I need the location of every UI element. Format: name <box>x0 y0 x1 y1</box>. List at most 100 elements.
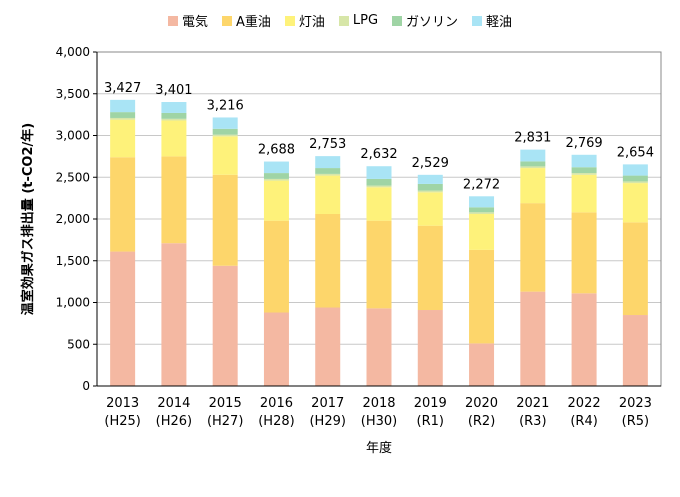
x-tick-label: 2022 <box>568 396 601 411</box>
legend-swatch <box>221 15 232 26</box>
x-tick-sublabel: (H26) <box>156 414 192 429</box>
y-tick-label: 1,000 <box>56 296 90 310</box>
bar-segment <box>161 243 187 386</box>
bar-segment <box>622 183 648 223</box>
bar-segment <box>622 181 648 184</box>
total-label: 2,529 <box>412 156 449 171</box>
total-label: 2,654 <box>617 145 654 160</box>
legend-swatch <box>338 15 349 26</box>
total-label: 2,632 <box>360 147 397 162</box>
bar-segment <box>469 343 495 386</box>
total-label: 2,769 <box>565 136 602 151</box>
bar-segment <box>161 112 187 119</box>
bar-segment <box>315 307 341 386</box>
legend-item: 軽油 <box>472 11 512 30</box>
bar-segment <box>212 128 238 135</box>
bar-segment <box>571 293 597 386</box>
bar-segment <box>366 220 392 309</box>
bar-segment <box>263 312 289 386</box>
x-tick-label: 2019 <box>414 396 447 411</box>
total-label: 2,831 <box>514 131 551 146</box>
bar-segment <box>161 156 187 244</box>
x-tick-label: 2020 <box>465 396 498 411</box>
bar-segment <box>571 212 597 294</box>
y-tick-label: 1,500 <box>56 254 90 268</box>
bar-segment <box>263 161 289 174</box>
y-tick-label: 2,500 <box>56 170 90 184</box>
x-tick-sublabel: (H27) <box>207 414 243 429</box>
bar-segment <box>315 173 341 176</box>
bar-segment <box>315 175 341 214</box>
legend-label: A重油 <box>235 15 271 30</box>
x-tick-label: 2018 <box>362 396 395 411</box>
total-label: 3,401 <box>155 83 192 98</box>
bar-segment <box>520 149 546 162</box>
total-label: 3,216 <box>207 98 244 113</box>
legend-label: LPG <box>352 13 379 28</box>
bar-segment <box>366 166 392 179</box>
bar-segment <box>161 118 187 121</box>
legend-swatch <box>472 15 483 26</box>
x-tick-sublabel: (R1) <box>417 414 444 429</box>
total-label: 3,427 <box>104 81 141 96</box>
data-labels: 3,427 3,401 3,216 2,688 2,753 2,632 2,529 2,272… <box>104 81 654 192</box>
bar-segment <box>469 213 495 250</box>
bar-segment <box>263 180 289 221</box>
bar-segment <box>366 185 392 188</box>
legend-swatch <box>284 15 295 26</box>
bar-segment <box>571 167 597 174</box>
bar-segment <box>622 164 648 176</box>
legend-item: 電気 <box>167 11 208 30</box>
bar-segment <box>417 310 443 386</box>
x-tick-sublabel: (R3) <box>519 414 546 429</box>
bar-segment <box>212 136 238 175</box>
bar-segment <box>520 291 546 386</box>
bar-segment <box>520 161 546 167</box>
total-label: 2,753 <box>309 137 346 152</box>
axes: 0 500 1,000 1,500 2,000 2,500 3,000 3,500 4,000 2… <box>20 45 662 456</box>
bar-segment <box>469 249 495 344</box>
legend-label: 軽油 <box>486 15 513 30</box>
bar-segment <box>315 168 341 174</box>
y-tick-label: 3,500 <box>56 87 90 101</box>
bar-segment <box>520 166 546 169</box>
bar-segment <box>417 190 443 193</box>
bar-segment <box>366 187 392 221</box>
bar-segment <box>110 157 136 252</box>
bar-segment <box>212 174 238 266</box>
y-tick-label: 0 <box>82 379 90 393</box>
bar-segment <box>263 220 289 313</box>
bar-segment <box>571 174 597 213</box>
legend-label: ガソリン <box>406 15 459 30</box>
y-axis-title: 温室効果ガス排出量 (t-CO2/年) <box>20 123 36 315</box>
legend-swatch <box>167 15 178 26</box>
legend-swatch <box>392 15 403 26</box>
bar-segment <box>622 315 648 386</box>
bar-segment <box>571 154 597 168</box>
bars <box>110 99 648 386</box>
bar-segment <box>263 173 289 179</box>
bar-segment <box>469 196 495 208</box>
x-tick-label: 2023 <box>619 396 652 411</box>
legend: 電気 A重油 灯油 LPG ガソリン 軽油 <box>0 11 680 30</box>
bar-segment <box>469 207 495 213</box>
bar-segment <box>417 174 443 184</box>
bar-segment <box>520 168 546 204</box>
bar-segment <box>110 112 136 118</box>
bar-segment <box>315 213 341 308</box>
bar-segment <box>110 99 136 113</box>
bar-segment <box>212 117 238 129</box>
bar-segment <box>212 265 238 386</box>
bar-segment <box>161 120 187 157</box>
legend-item: ガソリン <box>392 11 458 30</box>
bar-segment <box>212 134 238 137</box>
total-label: 2,272 <box>463 177 500 192</box>
x-tick-label: 2016 <box>260 396 293 411</box>
x-axis-title: 年度 <box>366 440 392 456</box>
bar-segment <box>469 212 495 214</box>
x-tick-label: 2013 <box>106 396 139 411</box>
y-tick-label: 500 <box>67 337 90 351</box>
bar-segment <box>571 173 597 175</box>
bar-segment <box>315 156 341 169</box>
